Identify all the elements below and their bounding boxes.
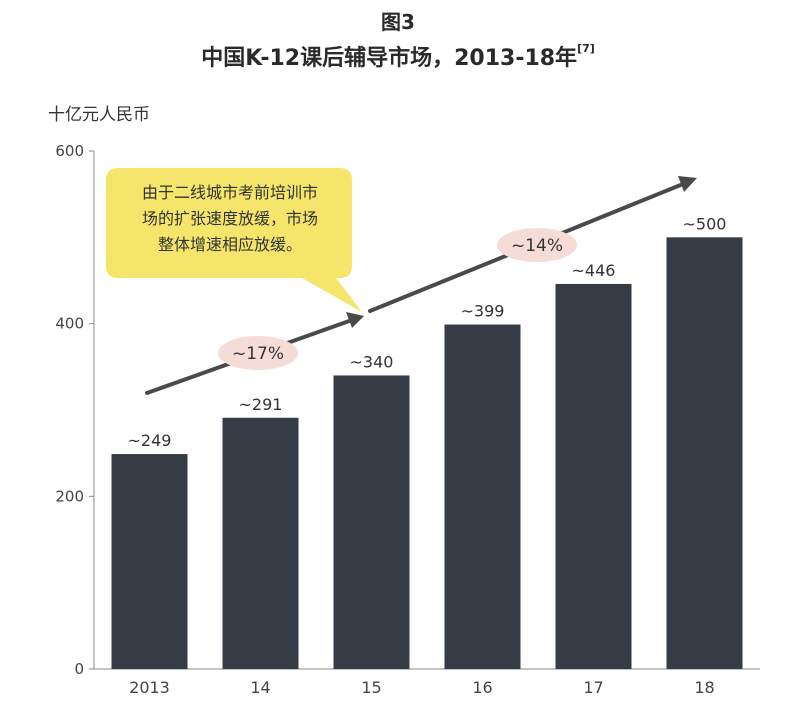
chart-title-text: 中国K-12课后辅导市场，2013-18年 (201, 46, 578, 71)
x-tick-label: 15 (361, 678, 381, 697)
callout-bubble (106, 168, 362, 312)
trend-arrow-2-head (678, 176, 697, 192)
x-tick-label: 2013 (129, 678, 170, 697)
x-tick-label: 14 (250, 678, 270, 697)
growth-label-2013-15: ~17% (232, 344, 284, 364)
bar (666, 237, 743, 670)
bar-value-label: ~340 (350, 352, 394, 371)
y-axis-unit-label: 十亿元人民币 (48, 105, 150, 125)
callout-text: 由于二线城市考前培训市 场的扩张速度放缓，市场 整体增速相应放缓。 (141, 183, 318, 254)
y-tick-label: 400 (55, 315, 84, 333)
bar (444, 324, 521, 669)
y-tick-label: 600 (55, 142, 84, 160)
bar (555, 283, 632, 669)
bar-value-label: ~446 (572, 261, 616, 280)
trend-arrow-1-head (346, 312, 364, 328)
y-tick-label: 200 (55, 487, 84, 505)
bar-value-label: ~500 (683, 214, 727, 233)
x-tick-label: 17 (583, 678, 603, 697)
bar (333, 375, 410, 669)
growth-label-bg (218, 336, 298, 370)
reference-mark: [7] (577, 42, 595, 55)
chart-title: 中国K-12课后辅导市场，2013-18年[7] (0, 40, 796, 72)
x-tick-label: 18 (694, 678, 714, 697)
growth-label-bg (497, 228, 577, 262)
y-tick-label: 0 (74, 660, 84, 678)
bar (222, 417, 299, 669)
bar-value-label: ~291 (239, 395, 283, 414)
bar-value-label: ~249 (128, 431, 172, 450)
annotation-callout: 由于二线城市考前培训市 场的扩张速度放缓，市场 整体增速相应放缓。 (104, 166, 362, 312)
bar-value-label: ~399 (461, 302, 505, 321)
growth-label-2015-18: ~14% (511, 236, 563, 256)
figure-label: 图3 (381, 10, 415, 34)
bar (111, 454, 188, 669)
x-tick-label: 16 (472, 678, 492, 697)
